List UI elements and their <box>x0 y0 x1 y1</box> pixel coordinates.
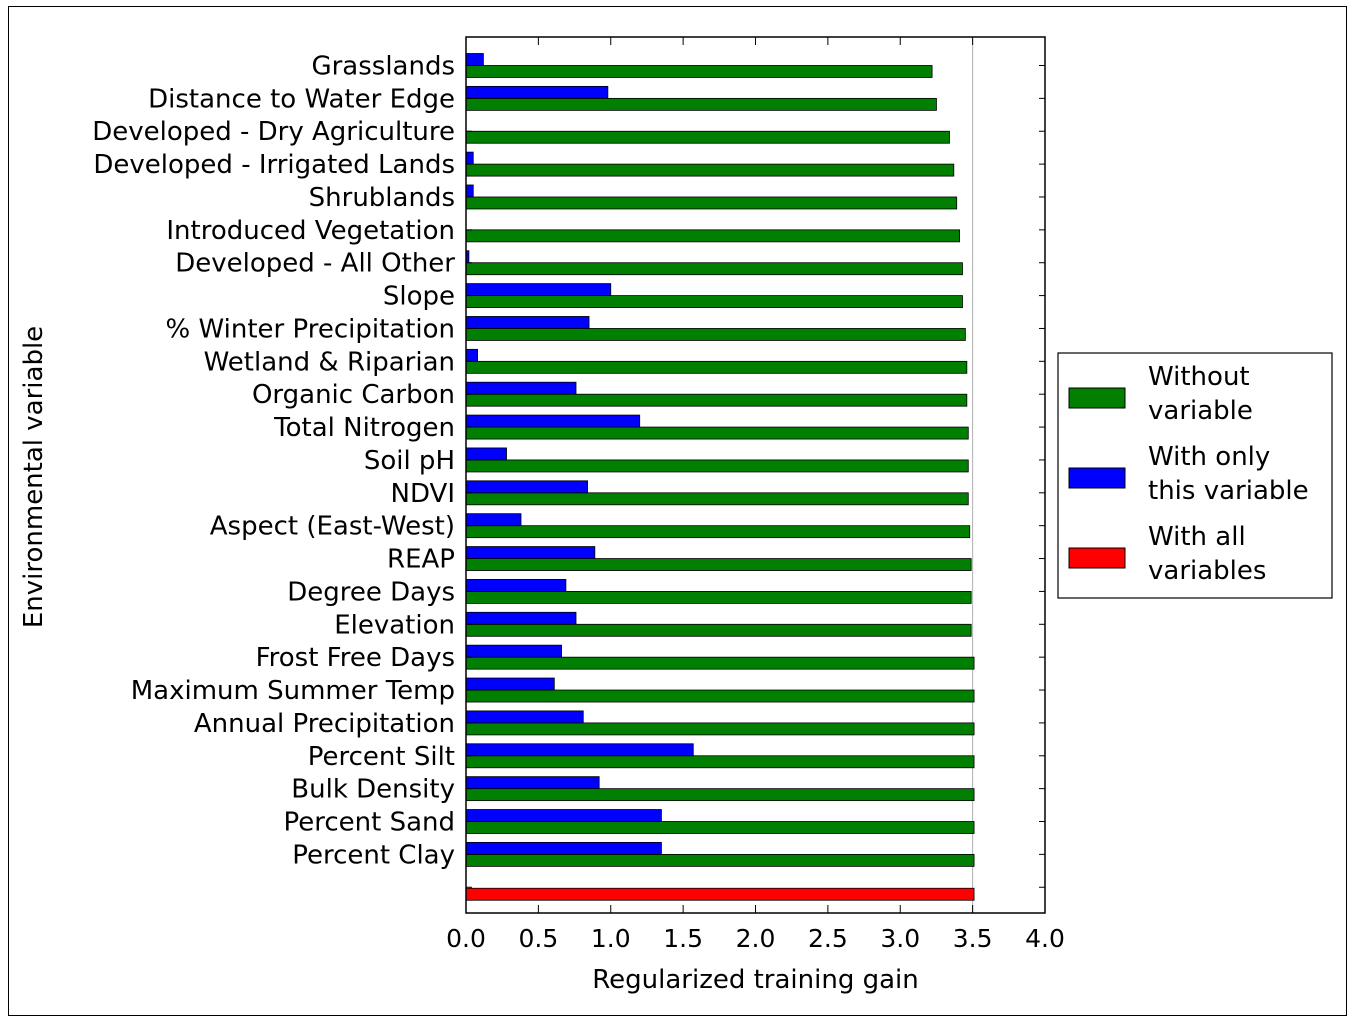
bar-without-variable <box>465 393 968 407</box>
bar-with-only-variable <box>465 447 507 461</box>
bar-with-only-variable <box>465 85 609 99</box>
ticks-layer: 0.0 0.5 1.0 1.5 2.0 2.5 3.0 3.5 4.0 <box>446 37 1065 953</box>
x-tick-label: 1.0 <box>591 924 631 953</box>
x-tick-label: 2.0 <box>736 924 776 953</box>
category-label: Wetland & Riparian <box>204 347 455 377</box>
bar-without-variable <box>465 722 975 736</box>
x-tick-label: 2.5 <box>808 924 848 953</box>
category-label: Aspect (East-West) <box>210 512 455 542</box>
category-label: Percent Sand <box>283 808 455 838</box>
legend-label: With all variables <box>1148 522 1266 586</box>
bar-without-variable <box>465 262 963 276</box>
category-label: Introduced Vegetation <box>166 216 455 246</box>
bar-without-variable <box>465 426 969 440</box>
x-tick-label: 3.5 <box>953 924 993 953</box>
legend: Without variable With only this variable Wit… <box>1057 352 1333 599</box>
bar-with-only-variable <box>465 710 584 724</box>
category-label: Shrublands <box>309 183 455 213</box>
category-label: NDVI <box>391 479 455 509</box>
legend-swatch <box>1068 467 1126 489</box>
bar-with-only-variable <box>465 513 522 527</box>
category-label: Developed - All Other <box>175 249 455 279</box>
bar-with-only-variable <box>465 151 474 165</box>
bar-with-only-variable <box>465 53 484 66</box>
bar-with-only-variable <box>465 316 590 329</box>
x-tick-label: 0.0 <box>446 924 486 953</box>
bar-with-only-variable <box>465 611 577 625</box>
bar-without-variable <box>465 689 975 703</box>
bar-without-variable <box>465 196 958 210</box>
bar-with-only-variable <box>465 414 641 428</box>
bar-without-variable <box>465 163 955 177</box>
category-label: Slope <box>383 282 455 312</box>
bar-without-variable <box>465 360 968 374</box>
category-label: Grasslands <box>311 52 455 82</box>
bar-with-only-variable <box>465 809 662 822</box>
category-label: Elevation <box>334 610 455 640</box>
legend-swatch <box>1068 547 1126 569</box>
bar-with-only-variable <box>465 546 596 559</box>
bar-without-variable <box>465 656 975 670</box>
category-label: Percent Clay <box>292 840 455 870</box>
bar-with-only-variable <box>465 381 577 395</box>
bars-layer <box>465 53 975 901</box>
bar-with-only-variable <box>465 743 694 757</box>
category-label: Degree Days <box>287 577 455 607</box>
x-tick-label: 4.0 <box>1025 924 1065 953</box>
y-axis-title: Environmental variable <box>19 326 49 628</box>
category-label: Maximum Summer Temp <box>131 676 455 706</box>
legend-label: With only this variable <box>1148 442 1309 506</box>
bar-with-only-variable <box>465 776 600 790</box>
legend-swatch <box>1068 387 1126 409</box>
bar-without-variable <box>465 130 950 144</box>
category-label: Total Nitrogen <box>273 413 455 443</box>
bar-without-variable <box>465 525 971 539</box>
x-axis-title: Regularized training gain <box>592 965 919 995</box>
category-label: Distance to Water Edge <box>148 84 455 114</box>
bar-without-variable <box>465 591 972 604</box>
bar-with-only-variable <box>465 841 662 855</box>
x-tick-label: 1.5 <box>663 924 703 953</box>
bar-without-variable <box>465 229 960 243</box>
bar-without-variable <box>465 328 966 341</box>
bar-without-variable <box>465 492 969 506</box>
category-label: REAP <box>387 545 455 575</box>
category-label: Soil pH <box>364 446 455 476</box>
x-tick-label: 0.5 <box>518 924 558 953</box>
bar-without-variable <box>465 755 975 769</box>
bar-without-variable <box>465 788 975 802</box>
category-label: Developed - Dry Agriculture <box>92 117 455 147</box>
legend-label: Without variable <box>1148 362 1253 426</box>
bar-with-only-variable <box>465 184 474 198</box>
category-label: Percent Silt <box>308 742 455 772</box>
bar-with-only-variable <box>465 348 478 362</box>
category-label: % Winter Precipitation <box>166 314 455 344</box>
bar-without-variable <box>465 558 972 571</box>
category-label: Bulk Density <box>291 775 455 805</box>
bar-without-variable <box>465 97 937 111</box>
bar-with-only-variable <box>465 283 612 296</box>
bar-with-only-variable <box>465 480 588 494</box>
bar-without-variable <box>465 295 963 308</box>
bar-with-only-variable <box>465 579 567 592</box>
x-tick-label: 3.0 <box>880 924 920 953</box>
bar-with-only-variable <box>465 677 555 691</box>
bar-without-variable <box>465 821 975 834</box>
bar-without-variable <box>465 65 933 78</box>
category-label: Frost Free Days <box>256 643 455 673</box>
bar-with-all-variables <box>465 887 975 901</box>
category-label: Organic Carbon <box>252 380 455 410</box>
bar-without-variable <box>465 459 969 473</box>
category-label: Annual Precipitation <box>194 709 455 739</box>
bar-without-variable <box>465 623 972 637</box>
bar-without-variable <box>465 853 975 867</box>
category-label: Developed - Irrigated Lands <box>93 150 455 180</box>
bar-with-only-variable <box>465 644 562 658</box>
